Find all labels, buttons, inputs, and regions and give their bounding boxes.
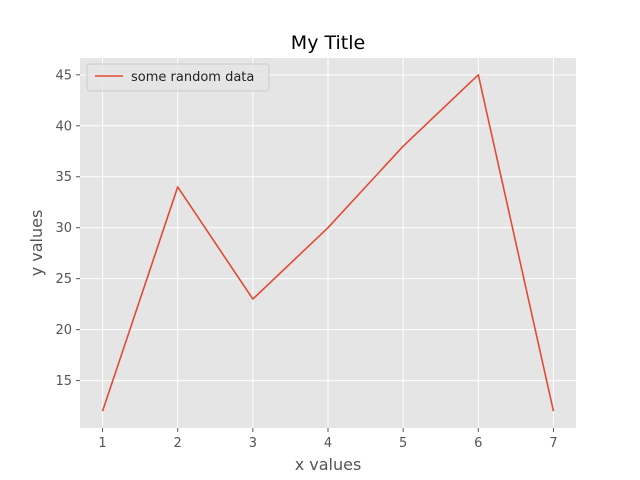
x-tick-label: 2	[174, 436, 182, 451]
y-tick-label: 35	[55, 170, 72, 185]
x-tick-label: 6	[474, 436, 482, 451]
x-tick-label: 7	[549, 436, 557, 451]
x-tick-label: 4	[324, 436, 332, 451]
chart-title: My Title	[291, 32, 365, 54]
legend-label: some random data	[131, 70, 254, 85]
series-line	[101, 74, 555, 412]
y-tick-label: 40	[55, 119, 72, 134]
y-tick-label: 30	[55, 221, 72, 236]
x-tick-label: 1	[98, 436, 106, 451]
legend-box	[86, 63, 270, 92]
y-tick-label: 15	[55, 374, 72, 389]
x-tick-label: 3	[249, 436, 257, 451]
y-axis-label: y values	[27, 210, 46, 277]
legend: some random data	[86, 63, 270, 92]
y-tick-label: 45	[55, 68, 72, 83]
x-tick-label: 5	[399, 436, 407, 451]
y-tick-label: 25	[55, 272, 72, 287]
series-layer	[101, 74, 555, 412]
y-tick-label: 20	[55, 323, 72, 338]
x-axis-label: x values	[295, 455, 362, 474]
